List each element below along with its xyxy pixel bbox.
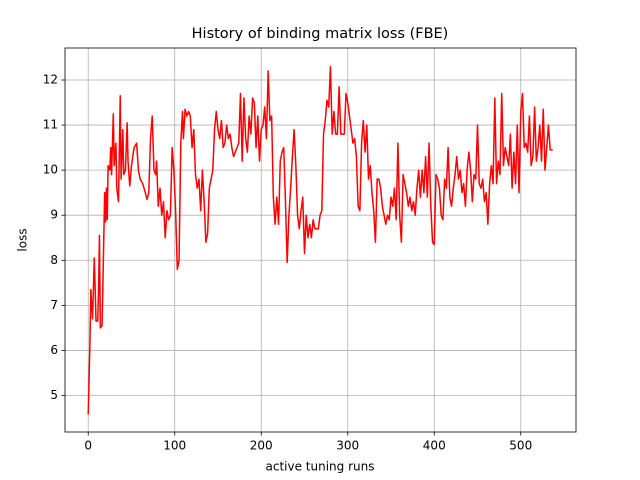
x-tick-label: 200 — [250, 439, 273, 453]
axes-frame — [64, 47, 577, 433]
chart-title: History of binding matrix loss (FBE) — [192, 26, 449, 42]
y-tick-label: 5 — [50, 388, 58, 402]
y-tick-label: 8 — [50, 253, 58, 267]
x-axis-label: active tuning runs — [266, 460, 375, 474]
y-tick-label: 12 — [43, 73, 58, 87]
x-tick-label: 100 — [163, 439, 186, 453]
y-tick-label: 10 — [43, 163, 58, 177]
y-tick-label: 11 — [43, 118, 58, 132]
data-line — [87, 65, 553, 415]
x-tick-label: 400 — [423, 439, 446, 453]
plot-area — [87, 65, 553, 415]
y-tick-label: 7 — [50, 298, 58, 312]
x-tick-label: 300 — [336, 439, 359, 453]
x-tick-label: 0 — [84, 439, 92, 453]
y-axis-label: loss — [16, 228, 30, 251]
y-tick-label: 6 — [50, 343, 58, 357]
y-tick-label: 9 — [50, 208, 58, 222]
x-tick-label: 500 — [509, 439, 532, 453]
